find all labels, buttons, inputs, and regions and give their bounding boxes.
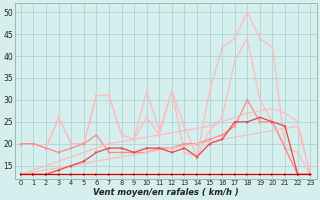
X-axis label: Vent moyen/en rafales ( km/h ): Vent moyen/en rafales ( km/h ) [93, 188, 238, 197]
